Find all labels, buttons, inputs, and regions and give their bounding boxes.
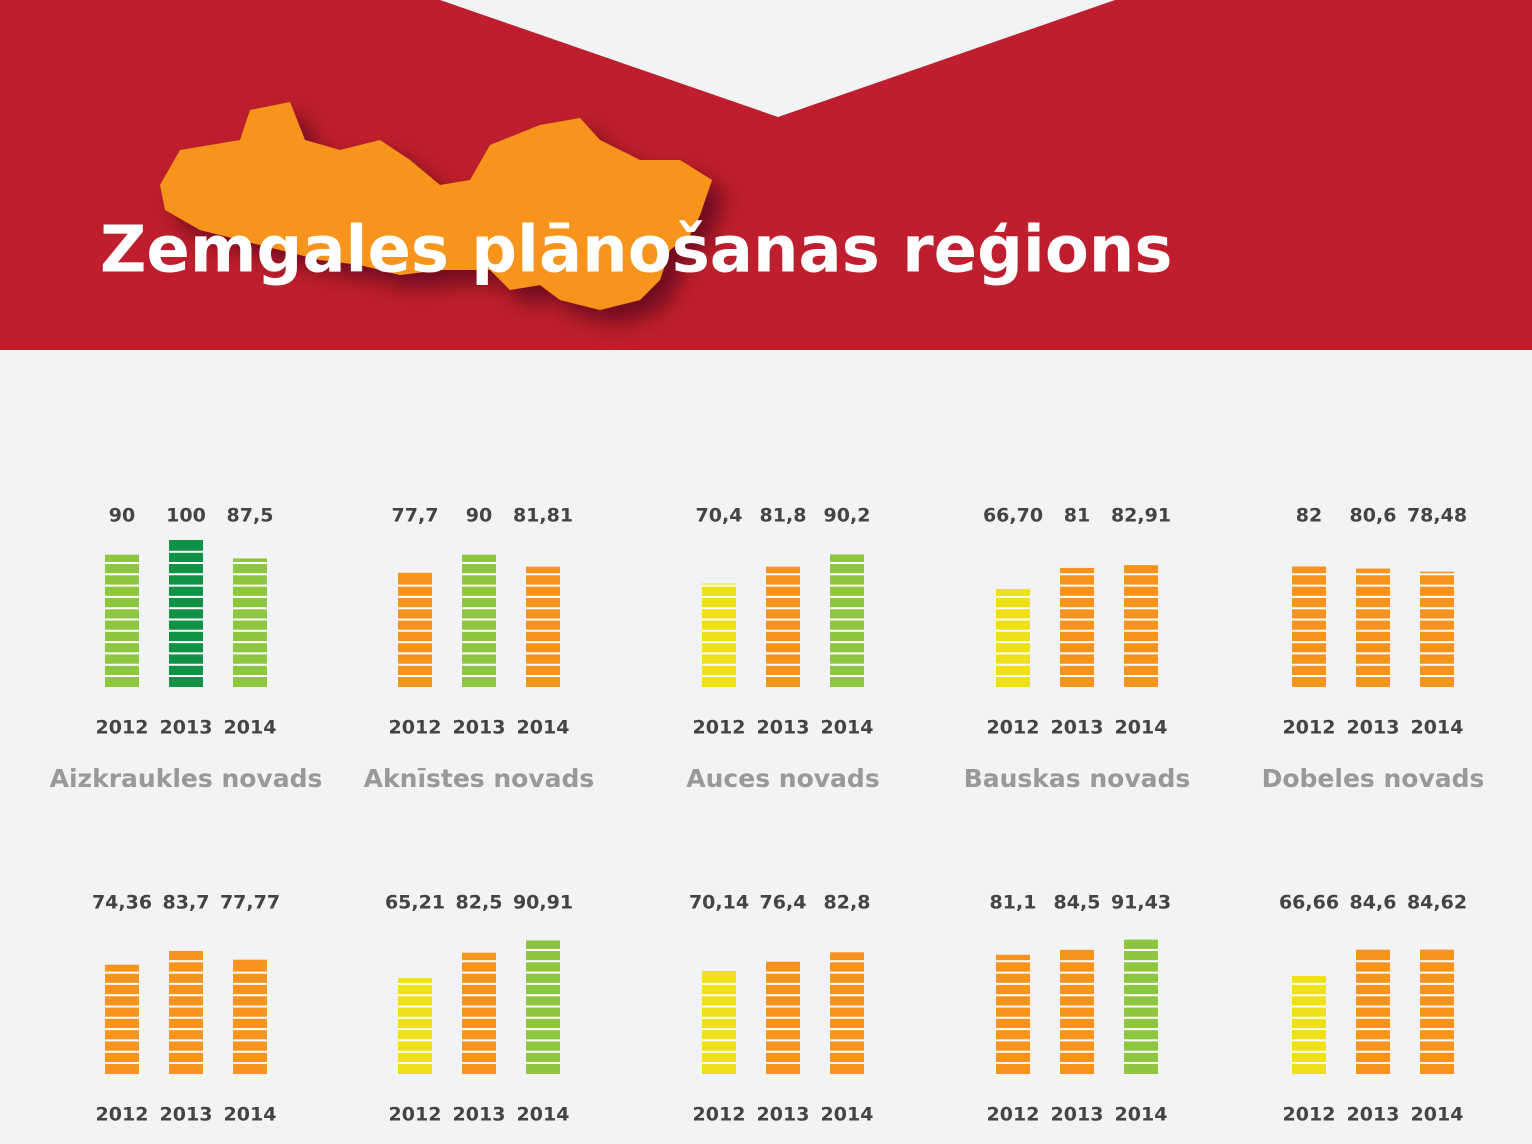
x-tick-label: 2014 <box>224 717 277 739</box>
bar <box>526 566 560 687</box>
value-label: 82,91 <box>1111 505 1171 527</box>
value-label: 90 <box>109 505 135 527</box>
header-notch <box>440 0 1115 117</box>
value-label: 83,7 <box>163 892 210 914</box>
x-tick-label: 2013 <box>160 1104 213 1126</box>
x-tick-label: 2012 <box>96 1104 149 1126</box>
value-label: 66,66 <box>1279 892 1339 914</box>
x-tick-label: 2012 <box>389 717 442 739</box>
x-tick-label: 2014 <box>224 1104 277 1126</box>
value-label: 78,48 <box>1407 505 1467 527</box>
x-tick-label: 2012 <box>389 1104 442 1126</box>
chart-title: Aizkraukles novads <box>50 764 323 793</box>
value-label: 65,21 <box>385 892 445 914</box>
x-tick-label: 2013 <box>1051 1104 1104 1126</box>
bar <box>169 950 203 1074</box>
value-label: 84,6 <box>1350 892 1397 914</box>
value-label: 81,8 <box>760 505 807 527</box>
x-tick-label: 2014 <box>517 1104 570 1126</box>
x-tick-label: 2013 <box>160 717 213 739</box>
x-tick-label: 2012 <box>987 1104 1040 1126</box>
chart-title: Bauskas novads <box>964 764 1191 793</box>
bar <box>1060 567 1094 687</box>
bar <box>169 540 203 687</box>
value-label: 70,14 <box>689 892 749 914</box>
bar <box>1292 976 1326 1074</box>
x-tick-label: 2013 <box>757 1104 810 1126</box>
x-tick-label: 2012 <box>987 717 1040 739</box>
chart-title: Auces novads <box>686 764 879 793</box>
x-tick-label: 2012 <box>693 1104 746 1126</box>
x-tick-label: 2013 <box>1347 1104 1400 1126</box>
bar <box>766 566 800 687</box>
chart-title: Aknīstes novads <box>364 764 595 793</box>
value-label: 66,70 <box>983 505 1043 527</box>
value-label: 84,62 <box>1407 892 1467 914</box>
value-label: 82,8 <box>824 892 871 914</box>
x-tick-label: 2014 <box>1115 1104 1168 1126</box>
x-tick-label: 2012 <box>1283 717 1336 739</box>
value-label: 90,91 <box>513 892 573 914</box>
value-label: 82,5 <box>456 892 503 914</box>
bar <box>702 970 736 1074</box>
value-label: 77,7 <box>392 505 439 527</box>
bar <box>702 583 736 687</box>
x-tick-label: 2014 <box>821 1104 874 1126</box>
bar <box>233 558 267 687</box>
value-label: 81,81 <box>513 505 573 527</box>
value-label: 82 <box>1296 505 1322 527</box>
value-label: 70,4 <box>696 505 743 527</box>
x-tick-label: 2012 <box>96 717 149 739</box>
value-label: 100 <box>166 505 206 527</box>
region-map <box>160 102 712 310</box>
value-label: 91,43 <box>1111 892 1171 914</box>
value-label: 87,5 <box>227 505 274 527</box>
x-tick-label: 2013 <box>453 1104 506 1126</box>
bar <box>996 588 1030 687</box>
x-tick-label: 2014 <box>1115 717 1168 739</box>
value-label: 74,36 <box>92 892 152 914</box>
value-label: 81 <box>1064 505 1090 527</box>
x-tick-label: 2012 <box>693 717 746 739</box>
value-label: 81,1 <box>990 892 1037 914</box>
bar <box>398 978 432 1074</box>
x-tick-label: 2013 <box>453 717 506 739</box>
value-label: 90 <box>466 505 492 527</box>
bar <box>1292 566 1326 687</box>
value-label: 77,77 <box>220 892 280 914</box>
page-title: Zemgales plānošanas reģions <box>100 214 1172 288</box>
bar <box>1124 565 1158 687</box>
x-tick-label: 2014 <box>1411 717 1464 739</box>
x-tick-label: 2012 <box>1283 1104 1336 1126</box>
value-label: 90,2 <box>824 505 871 527</box>
x-tick-label: 2014 <box>821 717 874 739</box>
x-tick-label: 2014 <box>517 717 570 739</box>
charts: 90 2012 100 2013 87,5 2014 Aizkraukles novads 7… <box>50 505 1485 1126</box>
x-tick-label: 2013 <box>1347 717 1400 739</box>
bar <box>1420 949 1454 1074</box>
x-tick-label: 2013 <box>1051 717 1104 739</box>
bar <box>105 964 139 1074</box>
value-label: 80,6 <box>1350 505 1397 527</box>
bar <box>1356 949 1390 1074</box>
x-tick-label: 2013 <box>757 717 810 739</box>
bar <box>996 954 1030 1074</box>
bar <box>830 952 864 1074</box>
bar <box>1420 571 1454 687</box>
bar <box>1356 568 1390 687</box>
bar <box>462 952 496 1074</box>
chart-title: Dobeles novads <box>1262 764 1485 793</box>
bar <box>1060 949 1094 1074</box>
x-tick-label: 2014 <box>1411 1104 1464 1126</box>
value-label: 84,5 <box>1054 892 1101 914</box>
value-label: 76,4 <box>760 892 807 914</box>
